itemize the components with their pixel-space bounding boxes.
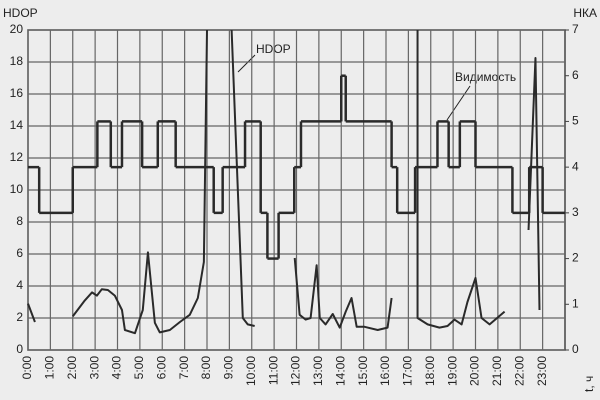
x-tick-label: 2:00 <box>65 356 79 380</box>
x-tick-label: 11:00 <box>266 356 280 385</box>
y-tick-label: 8 <box>16 214 23 228</box>
y2-axis-label: НКА <box>573 6 597 20</box>
y-tick-label: 20 <box>10 22 24 36</box>
x-tick-label: 1:00 <box>43 356 57 380</box>
x-axis-label: t, ч <box>582 376 596 392</box>
x-tick-label: 20:00 <box>468 356 482 386</box>
y2-tick-label: 7 <box>572 22 579 36</box>
x-tick-label: 12:00 <box>289 356 303 386</box>
x-tick-label: 21:00 <box>490 356 504 386</box>
line <box>27 29 541 335</box>
y2-tick-label: 4 <box>572 159 579 173</box>
y2-tick-label: 2 <box>572 251 579 265</box>
x-tick-label: 5:00 <box>132 356 146 380</box>
y-tick-label: 2 <box>16 310 23 324</box>
x-tick-label: 7:00 <box>177 356 191 380</box>
x-tick-label: 4:00 <box>110 356 124 380</box>
x-tick-label: 6:00 <box>154 356 168 380</box>
y2-tick-label: 0 <box>572 342 579 356</box>
x-tick-label: 18:00 <box>423 356 437 386</box>
annotation: Видимость <box>455 70 516 84</box>
x-tick-label: 0:00 <box>20 356 34 380</box>
y-tick-label: 4 <box>16 278 23 292</box>
x-tick-label: 3:00 <box>87 356 101 380</box>
y-tick-label: 0 <box>16 342 23 356</box>
y-tick-label: 14 <box>10 118 24 132</box>
x-tick-label: 22:00 <box>512 356 526 386</box>
y2-tick-label: 6 <box>572 68 579 82</box>
x-tick-label: 17:00 <box>401 356 415 386</box>
annotation: HDOP <box>256 42 291 56</box>
x-tick-label: 9:00 <box>222 356 236 380</box>
y2-tick-label: 5 <box>572 114 579 128</box>
x-tick-label: 16:00 <box>378 356 392 386</box>
y-tick-label: 12 <box>10 150 24 164</box>
y2-tick-label: 3 <box>572 205 579 219</box>
y-tick-label: 10 <box>10 182 24 196</box>
y2-tick-label: 1 <box>572 296 579 310</box>
y-tick-label: 18 <box>10 54 24 68</box>
y-axis-label: HDOP <box>3 6 38 20</box>
x-tick-label: 13:00 <box>311 356 325 386</box>
x-tick-label: 19:00 <box>445 356 459 386</box>
y-tick-label: 16 <box>10 86 24 100</box>
x-tick-label: 15:00 <box>356 356 370 386</box>
x-tick-label: 10:00 <box>244 356 258 386</box>
x-tick-label: 23:00 <box>535 356 549 386</box>
y-tick-label: 6 <box>16 246 23 260</box>
annotation-leader <box>446 85 471 121</box>
x-tick-label: 14:00 <box>333 356 347 386</box>
x-tick-label: 8:00 <box>199 356 213 380</box>
